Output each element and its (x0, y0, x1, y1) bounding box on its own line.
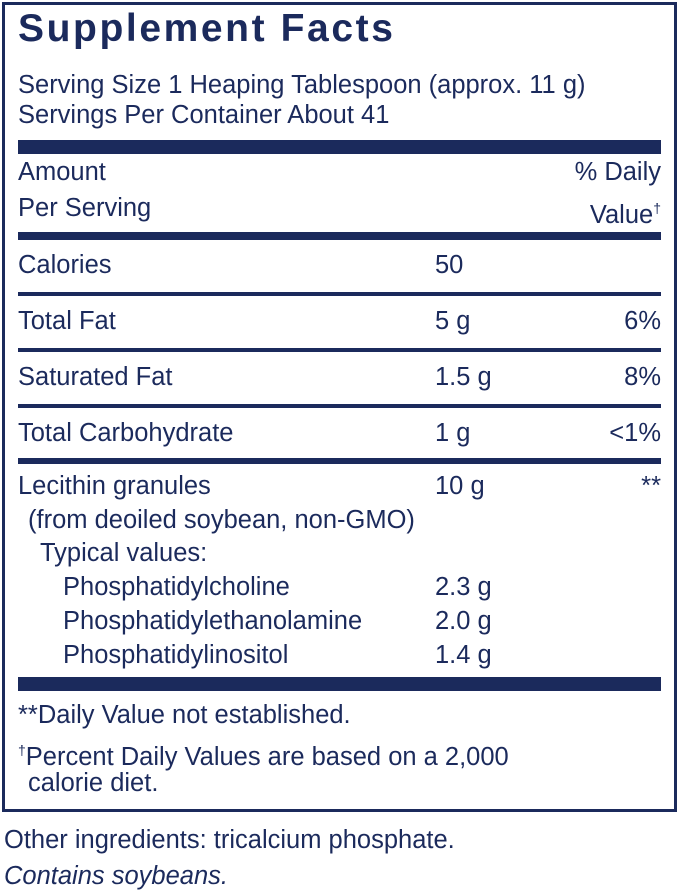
rule (18, 232, 661, 240)
serving-size: Serving Size 1 Heaping Tablespoon (appro… (18, 71, 586, 99)
rule (18, 348, 661, 352)
row-name: Calories (18, 251, 112, 279)
row-name: Saturated Fat (18, 363, 173, 391)
row-daily-value: <1% (609, 419, 661, 447)
row-amount: 50 (435, 251, 464, 279)
ingredient-source: (from deoiled soybean, non-GMO) (28, 506, 415, 534)
ingredient-name: Lecithin granules (18, 472, 211, 500)
row-amount: 5 g (435, 307, 471, 335)
component-amount: 1.4 g (435, 641, 492, 669)
header-daily-value: % Daily (574, 158, 661, 186)
row-daily-value: 8% (624, 363, 661, 391)
header-amount: Per Serving (18, 194, 152, 222)
component-amount: 2.3 g (435, 573, 492, 601)
allergen: Contains soybeans. (4, 862, 228, 890)
rule (18, 140, 661, 154)
ingredient-amount: 10 g (435, 472, 485, 500)
row-amount: 1.5 g (435, 363, 492, 391)
other-ingredients: Other ingredients: tricalcium phosphate. (4, 826, 455, 854)
rule (18, 458, 661, 464)
component-name: Phosphatidylinositol (63, 641, 289, 669)
footnote: †Percent Daily Values are based on a 2,0… (18, 735, 509, 772)
rule (18, 404, 661, 408)
rule (18, 677, 661, 691)
header-daily-value: Value† (590, 193, 661, 230)
row-name: Total Fat (18, 307, 116, 335)
dagger: † (653, 200, 661, 216)
row-amount: 1 g (435, 419, 471, 447)
footnote: **Daily Value not established. (18, 701, 351, 729)
typical-values: Typical values: (40, 539, 208, 567)
rule (18, 292, 661, 296)
ingredient-daily-value: ** (641, 472, 661, 500)
header-daily-value: Value (589, 201, 654, 229)
header-amount: Amount (18, 158, 106, 186)
component-amount: 2.0 g (435, 607, 492, 635)
component-name: Phosphatidylethanolamine (63, 607, 363, 635)
footnote-text: calorie diet. (28, 769, 159, 797)
row-name: Total Carbohydrate (18, 419, 234, 447)
footnote-text: Percent Daily Values are based on a 2,00… (25, 743, 509, 771)
dagger: † (18, 742, 26, 758)
row-daily-value: 6% (624, 307, 661, 335)
servings-per-container: Servings Per Container About 41 (18, 101, 390, 129)
facts-panel (2, 2, 677, 812)
component-name: Phosphatidylcholine (63, 573, 290, 601)
title: Supplement Facts (18, 7, 396, 50)
